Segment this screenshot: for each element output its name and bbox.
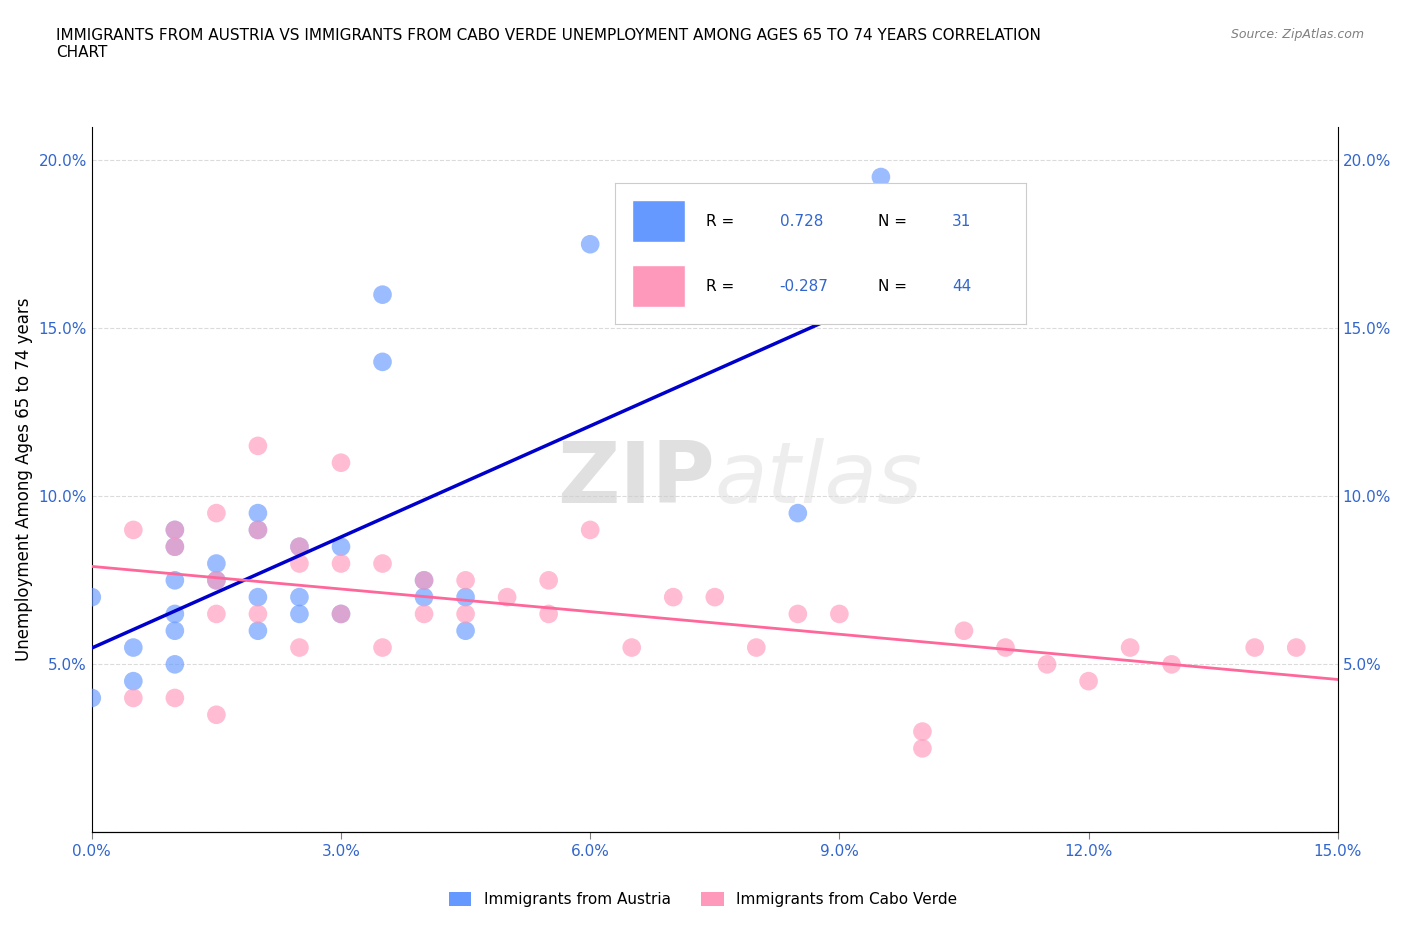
- Text: Source: ZipAtlas.com: Source: ZipAtlas.com: [1230, 28, 1364, 41]
- Point: [1285, 640, 1308, 655]
- Point: [786, 606, 808, 621]
- Point: [246, 523, 269, 538]
- Point: [246, 606, 269, 621]
- Point: [579, 523, 602, 538]
- Point: [371, 287, 394, 302]
- Point: [330, 456, 353, 471]
- Point: [662, 590, 685, 604]
- Point: [163, 606, 186, 621]
- Point: [163, 690, 186, 705]
- Point: [205, 556, 228, 571]
- Point: [205, 606, 228, 621]
- Point: [579, 237, 602, 252]
- Point: [994, 640, 1017, 655]
- Point: [122, 523, 145, 538]
- Point: [454, 573, 477, 588]
- Point: [1160, 657, 1182, 671]
- Point: [205, 506, 228, 521]
- Point: [163, 523, 186, 538]
- Text: atlas: atlas: [714, 438, 922, 521]
- Point: [288, 556, 311, 571]
- Point: [163, 623, 186, 638]
- Point: [246, 506, 269, 521]
- Point: [454, 606, 477, 621]
- Point: [330, 556, 353, 571]
- Point: [163, 573, 186, 588]
- Point: [454, 590, 477, 604]
- Point: [163, 539, 186, 554]
- Point: [163, 523, 186, 538]
- Point: [288, 590, 311, 604]
- Point: [1036, 657, 1059, 671]
- Point: [122, 690, 145, 705]
- Point: [205, 573, 228, 588]
- Point: [330, 539, 353, 554]
- Point: [288, 539, 311, 554]
- Point: [371, 556, 394, 571]
- Point: [122, 640, 145, 655]
- Point: [330, 606, 353, 621]
- Point: [413, 573, 436, 588]
- Point: [288, 539, 311, 554]
- Point: [80, 590, 103, 604]
- Point: [828, 606, 851, 621]
- Point: [371, 354, 394, 369]
- Point: [246, 438, 269, 453]
- Point: [413, 573, 436, 588]
- Point: [911, 724, 934, 739]
- Point: [703, 590, 725, 604]
- Point: [1119, 640, 1142, 655]
- Point: [330, 606, 353, 621]
- Point: [205, 573, 228, 588]
- Point: [1077, 673, 1099, 688]
- Point: [288, 640, 311, 655]
- Point: [371, 640, 394, 655]
- Point: [496, 590, 519, 604]
- Point: [828, 287, 851, 302]
- Text: IMMIGRANTS FROM AUSTRIA VS IMMIGRANTS FROM CABO VERDE UNEMPLOYMENT AMONG AGES 65: IMMIGRANTS FROM AUSTRIA VS IMMIGRANTS FR…: [56, 28, 1040, 60]
- Point: [163, 657, 186, 671]
- Text: ZIP: ZIP: [557, 438, 714, 521]
- Point: [413, 606, 436, 621]
- Point: [246, 590, 269, 604]
- Point: [620, 640, 643, 655]
- Point: [205, 708, 228, 723]
- Point: [870, 169, 893, 184]
- Point: [163, 539, 186, 554]
- Point: [1243, 640, 1265, 655]
- Legend: Immigrants from Austria, Immigrants from Cabo Verde: Immigrants from Austria, Immigrants from…: [443, 885, 963, 913]
- Point: [537, 573, 560, 588]
- Point: [246, 623, 269, 638]
- Point: [953, 623, 976, 638]
- Point: [80, 690, 103, 705]
- Point: [537, 606, 560, 621]
- Point: [122, 673, 145, 688]
- Point: [454, 623, 477, 638]
- Point: [786, 506, 808, 521]
- Point: [745, 640, 768, 655]
- Point: [288, 606, 311, 621]
- Point: [246, 523, 269, 538]
- Y-axis label: Unemployment Among Ages 65 to 74 years: Unemployment Among Ages 65 to 74 years: [15, 298, 32, 661]
- Point: [413, 590, 436, 604]
- Point: [911, 741, 934, 756]
